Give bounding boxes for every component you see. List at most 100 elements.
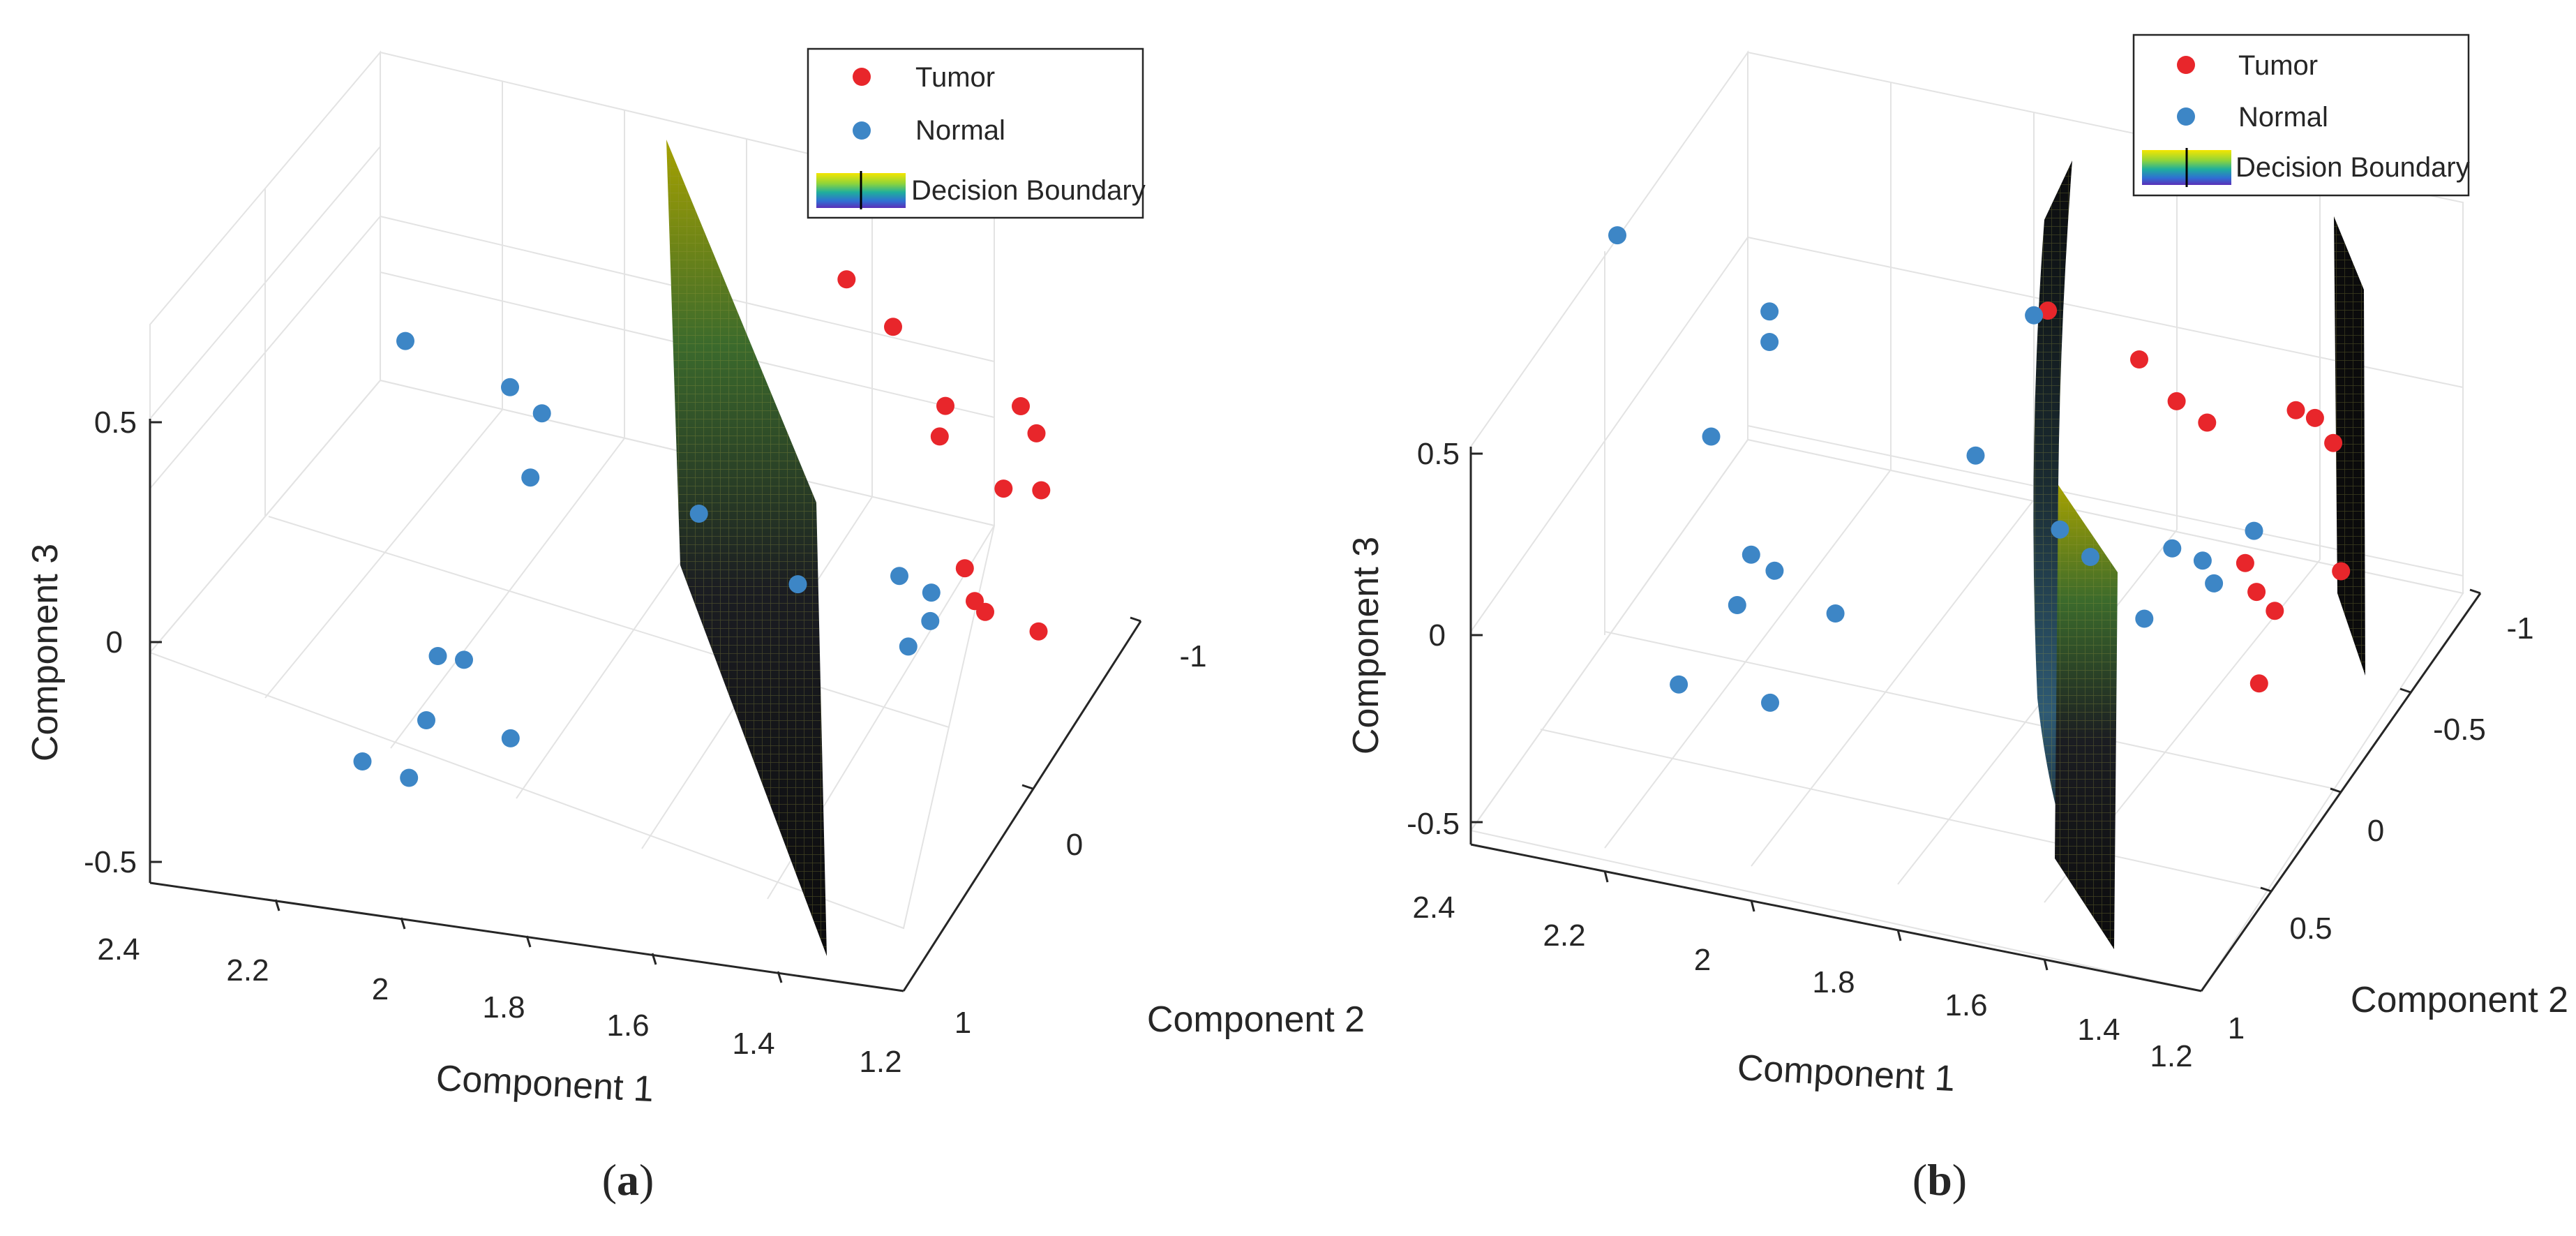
legend-marker-normal-b <box>2177 107 2195 126</box>
decision-boundary-surface-b <box>2033 161 2365 949</box>
axes-b <box>1469 447 2482 992</box>
point-normal-3 <box>521 468 540 487</box>
point-normal-1 <box>1760 302 1779 321</box>
point-normal-10 <box>1670 675 1688 694</box>
point-normal-12 <box>890 567 908 586</box>
point-tumor-5 <box>1012 397 1030 415</box>
point-normal-15 <box>899 637 918 656</box>
point-normal-10 <box>400 768 419 787</box>
legend: Tumor Normal Decision Boundary <box>807 47 1146 219</box>
point-tumor-10 <box>2332 562 2351 581</box>
z-tick-0-b: 0.5 <box>1417 437 1460 471</box>
x-tick-5: 1.4 <box>732 1027 774 1061</box>
point-tumor-6 <box>2324 433 2343 452</box>
x-axis-label: Component 1 <box>435 1058 654 1110</box>
x-tick-6: 1.2 <box>859 1045 901 1079</box>
point-normal-13 <box>922 583 941 602</box>
point-normal-14 <box>2163 539 2182 558</box>
point-normal-12 <box>2051 520 2069 539</box>
markers-b <box>1608 226 2351 712</box>
point-tumor-1 <box>884 318 902 336</box>
legend-marker-normal <box>853 121 871 140</box>
panel-b: 0.5 0 -0.5 2.4 2.2 2 1.8 1.6 1.4 1.2 1 0… <box>1346 33 2568 1205</box>
z-tick-0: 0.5 <box>94 405 137 440</box>
point-normal-2 <box>532 404 551 423</box>
legend-marker-tumor-b <box>2177 56 2195 74</box>
x-tick-4: 1.6 <box>606 1008 649 1043</box>
point-tumor-11 <box>1029 622 1048 641</box>
legend-label-normal-b: Normal <box>2238 102 2328 133</box>
legend-label-boundary: Decision Boundary <box>911 175 1146 206</box>
z-axis-label-b: Component 3 <box>1346 537 1386 754</box>
x-tick-2-b: 2 <box>1694 943 1711 977</box>
panel-a: 0.5 0 -0.5 2.4 2.2 2 1.8 1.6 1.4 1.2 1 0… <box>25 47 1365 1205</box>
point-tumor-8 <box>955 559 974 578</box>
x-tick-0-b: 2.4 <box>1412 891 1455 925</box>
point-tumor-3 <box>2198 413 2217 432</box>
y-tick-3-b: -0.5 <box>2433 713 2486 747</box>
grid-lines-b <box>1469 50 2464 992</box>
point-normal-8 <box>1728 596 1746 614</box>
caption-a: (a) <box>602 1155 654 1205</box>
x-tick-6-b: 1.2 <box>2150 1039 2192 1073</box>
point-tumor-8 <box>2247 583 2266 602</box>
caption-b: (b) <box>1912 1155 1967 1205</box>
z-tick-1-b: 0 <box>1429 618 1446 653</box>
point-tumor-7 <box>2236 553 2254 572</box>
point-normal-14 <box>921 611 940 630</box>
y-tick-2: -1 <box>1179 639 1206 673</box>
point-normal-2 <box>1760 333 1779 351</box>
legend-marker-tumor <box>853 68 871 86</box>
point-normal-8 <box>501 729 520 747</box>
point-normal-7 <box>1765 561 1784 580</box>
z-tick-1: 0 <box>106 625 123 660</box>
point-normal-9 <box>353 752 372 770</box>
point-normal-6 <box>455 650 473 669</box>
point-tumor-6 <box>1027 424 1046 442</box>
point-tumor-4 <box>2286 401 2305 419</box>
point-tumor-9 <box>2266 602 2284 620</box>
point-tumor-5 <box>2305 408 2324 427</box>
axes <box>149 419 1142 992</box>
x-tick-1-b: 2.2 <box>1543 918 1585 953</box>
y-axis-label-b: Component 2 <box>2351 980 2568 1020</box>
y-tick-0: 1 <box>954 1006 971 1040</box>
point-normal-9 <box>1826 604 1845 623</box>
point-tumor-0 <box>2039 301 2058 320</box>
y-tick-4-b: -1 <box>2506 611 2533 646</box>
z-tick-2-b: -0.5 <box>1407 807 1460 841</box>
point-normal-13 <box>2081 548 2099 566</box>
legend-b: Tumor Normal Decision Boundary <box>2132 33 2470 197</box>
legend-label-tumor: Tumor <box>915 62 995 93</box>
decision-boundary-surface <box>666 140 827 956</box>
point-normal-4 <box>689 505 708 523</box>
legend-label-normal: Normal <box>915 115 1005 146</box>
z-axis-label: Component 3 <box>25 544 66 761</box>
point-tumor-1 <box>2130 350 2148 368</box>
legend-label-tumor-b: Tumor <box>2238 50 2318 81</box>
x-tick-1: 2.2 <box>226 953 269 988</box>
grid-lines <box>149 50 996 930</box>
point-normal-4 <box>1702 427 1721 446</box>
point-tumor-3 <box>930 427 949 446</box>
point-normal-1 <box>501 378 519 396</box>
y-tick-2-b: 0 <box>2367 814 2384 848</box>
point-normal-7 <box>417 711 435 729</box>
point-tumor-11 <box>2249 674 2268 693</box>
point-normal-17 <box>2205 574 2224 593</box>
point-normal-0 <box>1608 226 1626 245</box>
point-normal-11 <box>788 575 807 594</box>
point-normal-16 <box>2245 521 2263 540</box>
x-tick-2: 2 <box>372 972 389 1006</box>
x-tick-0: 2.4 <box>97 932 140 967</box>
point-normal-15 <box>2193 551 2212 570</box>
markers-a <box>353 270 1051 787</box>
point-normal-6 <box>1742 545 1760 564</box>
point-normal-0 <box>396 332 414 350</box>
point-tumor-2 <box>936 396 954 415</box>
z-tick-2: -0.5 <box>84 845 137 879</box>
x-tick-3-b: 1.8 <box>1812 965 1855 999</box>
point-normal-11 <box>1761 693 1779 712</box>
point-tumor-10 <box>976 602 994 621</box>
y-tick-0-b: 1 <box>2228 1011 2245 1045</box>
